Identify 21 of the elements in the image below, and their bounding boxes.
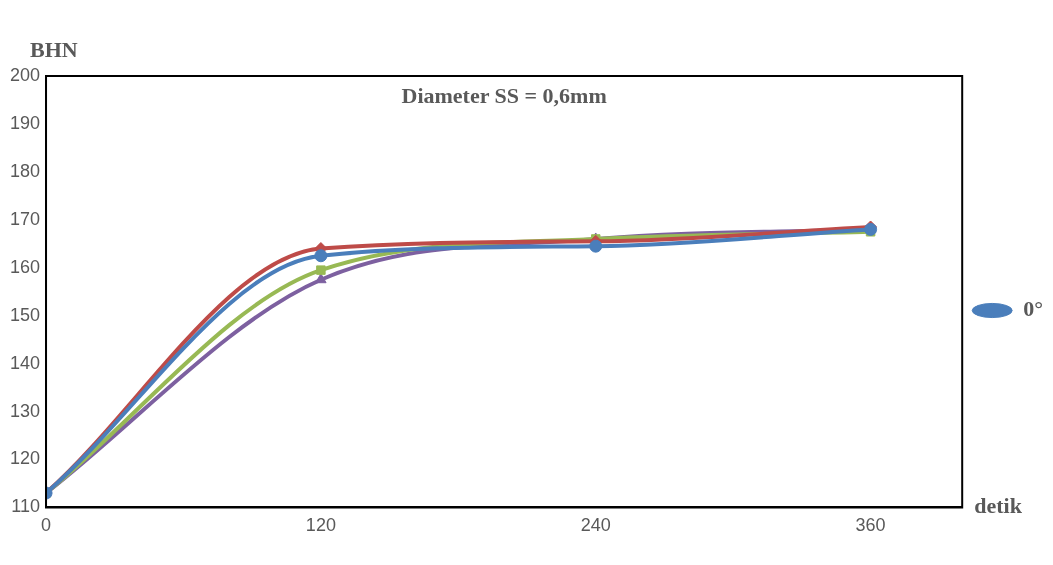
y-tick-label: 120 (9, 448, 41, 469)
point (589, 239, 603, 253)
y-tick-label: 180 (9, 160, 41, 181)
point (314, 249, 328, 263)
legend-label: 0° (1023, 296, 1044, 322)
y-tick-label: 110 (11, 496, 41, 517)
y-tick-label: 170 (9, 208, 41, 229)
point (316, 265, 326, 275)
y-tick-label: 200 (9, 64, 41, 85)
chart-title: Diameter SS = 0,6mm (401, 82, 607, 108)
y-tick-label: 190 (9, 112, 41, 133)
y-axis-title: BHN (30, 36, 78, 62)
x-tick-label: 120 (305, 515, 336, 536)
y-tick-label: 160 (9, 256, 41, 277)
y-tick-label: 140 (9, 352, 41, 373)
x-tick-label: 0 (41, 515, 52, 536)
x-tick-label: 240 (580, 515, 611, 536)
x-axis-title: detik (974, 493, 1023, 519)
y-tick-label: 130 (9, 400, 41, 421)
x-tick-label: 360 (855, 515, 886, 536)
y-tick-label: 150 (9, 304, 41, 325)
